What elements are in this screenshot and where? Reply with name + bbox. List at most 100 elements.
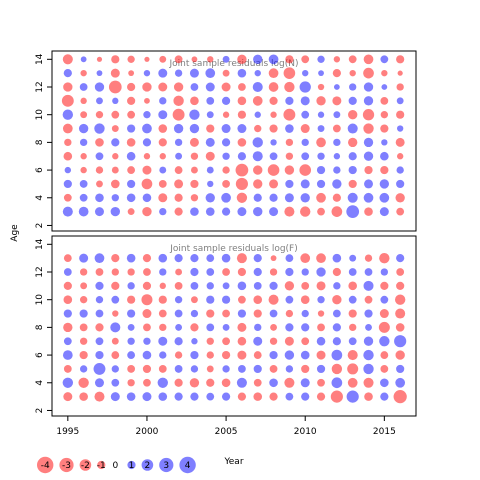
residual-bubble <box>79 323 88 332</box>
residual-bubble <box>284 336 294 346</box>
residual-bubble <box>332 267 341 277</box>
residual-bubble <box>331 363 343 375</box>
legend-label: 2 <box>145 461 151 471</box>
residual-bubble <box>333 153 341 160</box>
residual-bubble <box>254 124 262 133</box>
residual-bubble <box>190 179 199 189</box>
residual-bubble <box>269 179 279 189</box>
residual-bubble <box>237 54 247 64</box>
residual-bubble <box>111 166 119 174</box>
residual-bubble <box>285 392 294 401</box>
residual-bubble <box>158 392 168 401</box>
residual-bubble <box>112 97 119 105</box>
residual-bubble <box>380 111 389 119</box>
residual-bubble <box>190 83 199 91</box>
residual-bubble <box>253 351 262 359</box>
residual-bubble <box>363 82 374 92</box>
residual-bubble <box>363 377 374 388</box>
legend-label: 0 <box>113 461 119 471</box>
residual-bubble <box>347 377 358 388</box>
residual-bubble <box>348 165 357 175</box>
residual-bubble <box>175 268 183 276</box>
residual-bubble <box>158 365 167 373</box>
residual-bubble <box>111 55 120 64</box>
residual-bubble <box>222 55 230 63</box>
residual-bubble <box>253 179 263 189</box>
residual-bubble <box>333 56 341 63</box>
residual-bubble <box>221 82 231 92</box>
residual-bubble <box>111 110 120 119</box>
residual-bubble <box>62 377 74 388</box>
residual-bubble <box>317 378 325 387</box>
residual-bubble <box>158 253 168 263</box>
residual-bubble <box>173 123 184 134</box>
residual-bubble <box>364 179 374 189</box>
residual-bubble <box>395 323 405 332</box>
residual-bubble <box>284 81 295 93</box>
residual-bubble <box>189 68 199 78</box>
residual-bubble <box>317 111 325 118</box>
residual-bubble <box>221 192 231 203</box>
residual-bubble <box>221 350 231 360</box>
residual-bubble <box>285 96 294 105</box>
residual-bubble <box>190 267 199 277</box>
residual-bubble <box>363 137 374 148</box>
residual-bubble <box>300 124 310 134</box>
residual-bubble <box>237 350 247 360</box>
residual-bubble <box>159 268 167 276</box>
residual-bubble <box>284 377 295 388</box>
residual-bubble <box>317 83 325 91</box>
residual-bubble <box>253 295 263 304</box>
residual-bubble <box>300 179 310 189</box>
chart-panels: Joint sample residuals log(N)2468101214J… <box>35 50 417 437</box>
residual-bubble <box>301 392 310 401</box>
residual-bubble <box>317 125 325 132</box>
residual-bubble <box>206 268 215 276</box>
residual-bubble <box>174 309 183 318</box>
residual-bubble <box>316 267 326 277</box>
residual-bubble <box>269 309 278 318</box>
residual-bubble <box>396 254 405 263</box>
residual-bubble <box>301 152 310 161</box>
residual-bubble <box>96 70 103 77</box>
residual-bubble <box>221 96 231 105</box>
residual-bubble <box>364 295 373 304</box>
residual-bubble <box>95 193 104 203</box>
residual-bubble <box>190 207 199 216</box>
residual-bubble <box>142 309 152 319</box>
residual-bubble <box>285 254 294 263</box>
residual-bubble <box>64 138 72 147</box>
residual-bubble <box>332 124 341 133</box>
residual-bubble <box>333 138 341 147</box>
residual-bubble <box>127 166 136 174</box>
residual-bubble <box>332 193 341 202</box>
residual-bubble <box>143 268 151 276</box>
residual-bubble <box>61 94 74 107</box>
residual-bubble <box>190 152 199 160</box>
residual-bubble <box>63 392 73 402</box>
residual-bubble <box>285 179 294 189</box>
residual-bubble <box>317 296 325 304</box>
legend-bubble <box>59 457 74 473</box>
residual-bubble <box>222 323 230 331</box>
residual-bubble <box>127 295 136 304</box>
residual-bubble <box>396 110 405 119</box>
residual-bubble <box>127 124 136 133</box>
residual-bubble <box>142 193 152 203</box>
residual-bubble <box>363 151 374 161</box>
residual-bubble <box>301 268 309 276</box>
residual-bubble <box>380 55 389 64</box>
residual-bubble <box>395 350 405 360</box>
residual-bubble <box>159 153 166 160</box>
residual-bubble <box>158 309 167 318</box>
residual-bubble <box>207 56 214 63</box>
residual-bubble <box>364 392 373 401</box>
residual-bubble <box>95 296 104 304</box>
residual-bubble <box>253 378 262 387</box>
residual-bubble <box>94 123 105 134</box>
residual-bubble <box>346 205 360 218</box>
residual-bubble <box>205 207 215 216</box>
residual-bubble <box>332 179 342 189</box>
residual-bubble <box>79 296 88 304</box>
residual-bubble <box>379 309 389 319</box>
